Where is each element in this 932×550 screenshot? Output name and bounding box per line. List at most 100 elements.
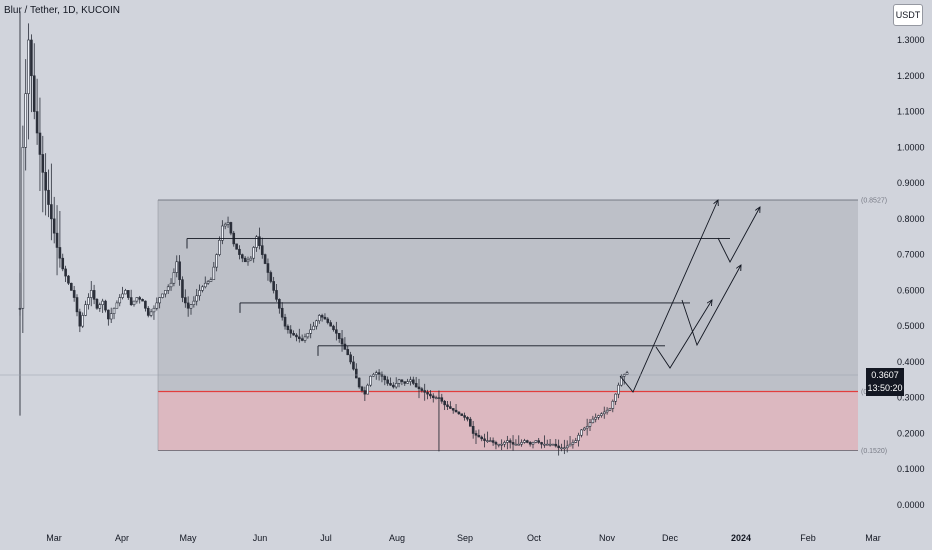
candle-body [115,302,119,309]
y-tick-label: 0.7000 [897,250,925,260]
projection-arrow [681,265,741,347]
candle-body [280,307,284,318]
projections-layer [619,200,760,393]
candle-body [50,204,53,220]
x-tick-label: Oct [527,533,542,543]
candle-body [92,290,96,300]
candle-body [594,417,598,420]
candle-body [454,409,458,413]
candle-body [389,383,392,386]
projection-arrow [717,207,760,263]
candle-body [258,236,261,246]
candle-body [622,374,626,377]
projection-arrow [619,200,718,393]
candle-body [146,307,150,316]
candle-body [360,386,364,391]
candle-body [255,236,258,248]
candle-body [189,304,193,309]
x-tick-label: Aug [389,533,405,543]
candle-body [129,297,133,305]
x-tick-label: Feb [800,533,816,543]
candle-body [104,300,107,311]
candle-body [206,281,210,284]
candles-layer [18,11,629,456]
candle-body [198,290,201,297]
candle-body [620,375,623,386]
candle-body [486,440,489,442]
candle-body [81,315,84,327]
candle-body [306,333,310,338]
candle-body [47,189,50,205]
candle-body [21,147,25,309]
candle-body [332,325,335,331]
y-tick-label: 0.4000 [897,357,925,367]
candle-body [195,295,198,302]
candle-body [58,247,62,259]
candle-body [238,248,241,255]
candle-body [303,336,307,341]
candle-body [249,257,253,261]
candle-body [446,404,449,407]
candle-body [61,257,65,270]
candle-body [343,343,347,350]
candle-body [477,434,481,438]
candle-body [434,397,438,399]
candle-body [209,279,213,282]
candle-body [457,411,461,415]
candle-body [132,300,136,305]
y-tick-label: 1.2000 [897,71,925,81]
candle-body [440,397,444,402]
candle-body [497,443,501,446]
candle-body [400,379,404,382]
candle-body [528,442,532,445]
candle-body [30,39,33,77]
candle-body [272,281,275,291]
candle-body [597,415,600,418]
candle-body [229,222,233,234]
candle-body [87,297,90,305]
candle-body [563,447,566,450]
last-price-value: 0.3607 [871,370,899,380]
candle-body [506,440,509,443]
y-tick-label: 0.0000 [897,500,925,510]
candle-body [44,172,47,191]
candle-body [323,316,327,320]
candle-body [531,442,535,445]
x-tick-label: Jul [320,533,332,543]
candle-body [372,374,375,377]
levels-layer [186,238,730,356]
candle-body [557,445,560,449]
candle-body [158,297,161,304]
x-tick-label: Jun [253,533,268,543]
candle-body [431,395,435,398]
candle-body [243,257,247,263]
candle-body [181,279,184,298]
candle-body [149,311,153,316]
x-tick-label: Sep [457,533,473,543]
candle-body [463,415,466,418]
candle-body [617,384,620,395]
candle-body [260,245,264,255]
y-tick-label: 0.9000 [897,178,925,188]
candle-body [403,381,407,384]
candle-body [508,440,512,443]
candle-body [411,379,415,384]
y-tick-label: 1.0000 [897,142,925,152]
candle-body [429,393,432,397]
currency-button[interactable]: USDT [893,4,923,26]
candle-body [369,375,372,386]
candle-body [107,309,110,320]
candle-body [283,316,287,327]
y-tick-label: 0.5000 [897,321,925,331]
candle-body [175,261,179,273]
candle-body [611,400,615,409]
candle-body [560,447,563,450]
candle-body [357,377,361,388]
candle-body [451,408,455,411]
candle-body [571,442,575,445]
candle-body [625,372,629,375]
candle-body [169,282,173,288]
candle-body [354,368,358,379]
candle-body [443,400,446,406]
